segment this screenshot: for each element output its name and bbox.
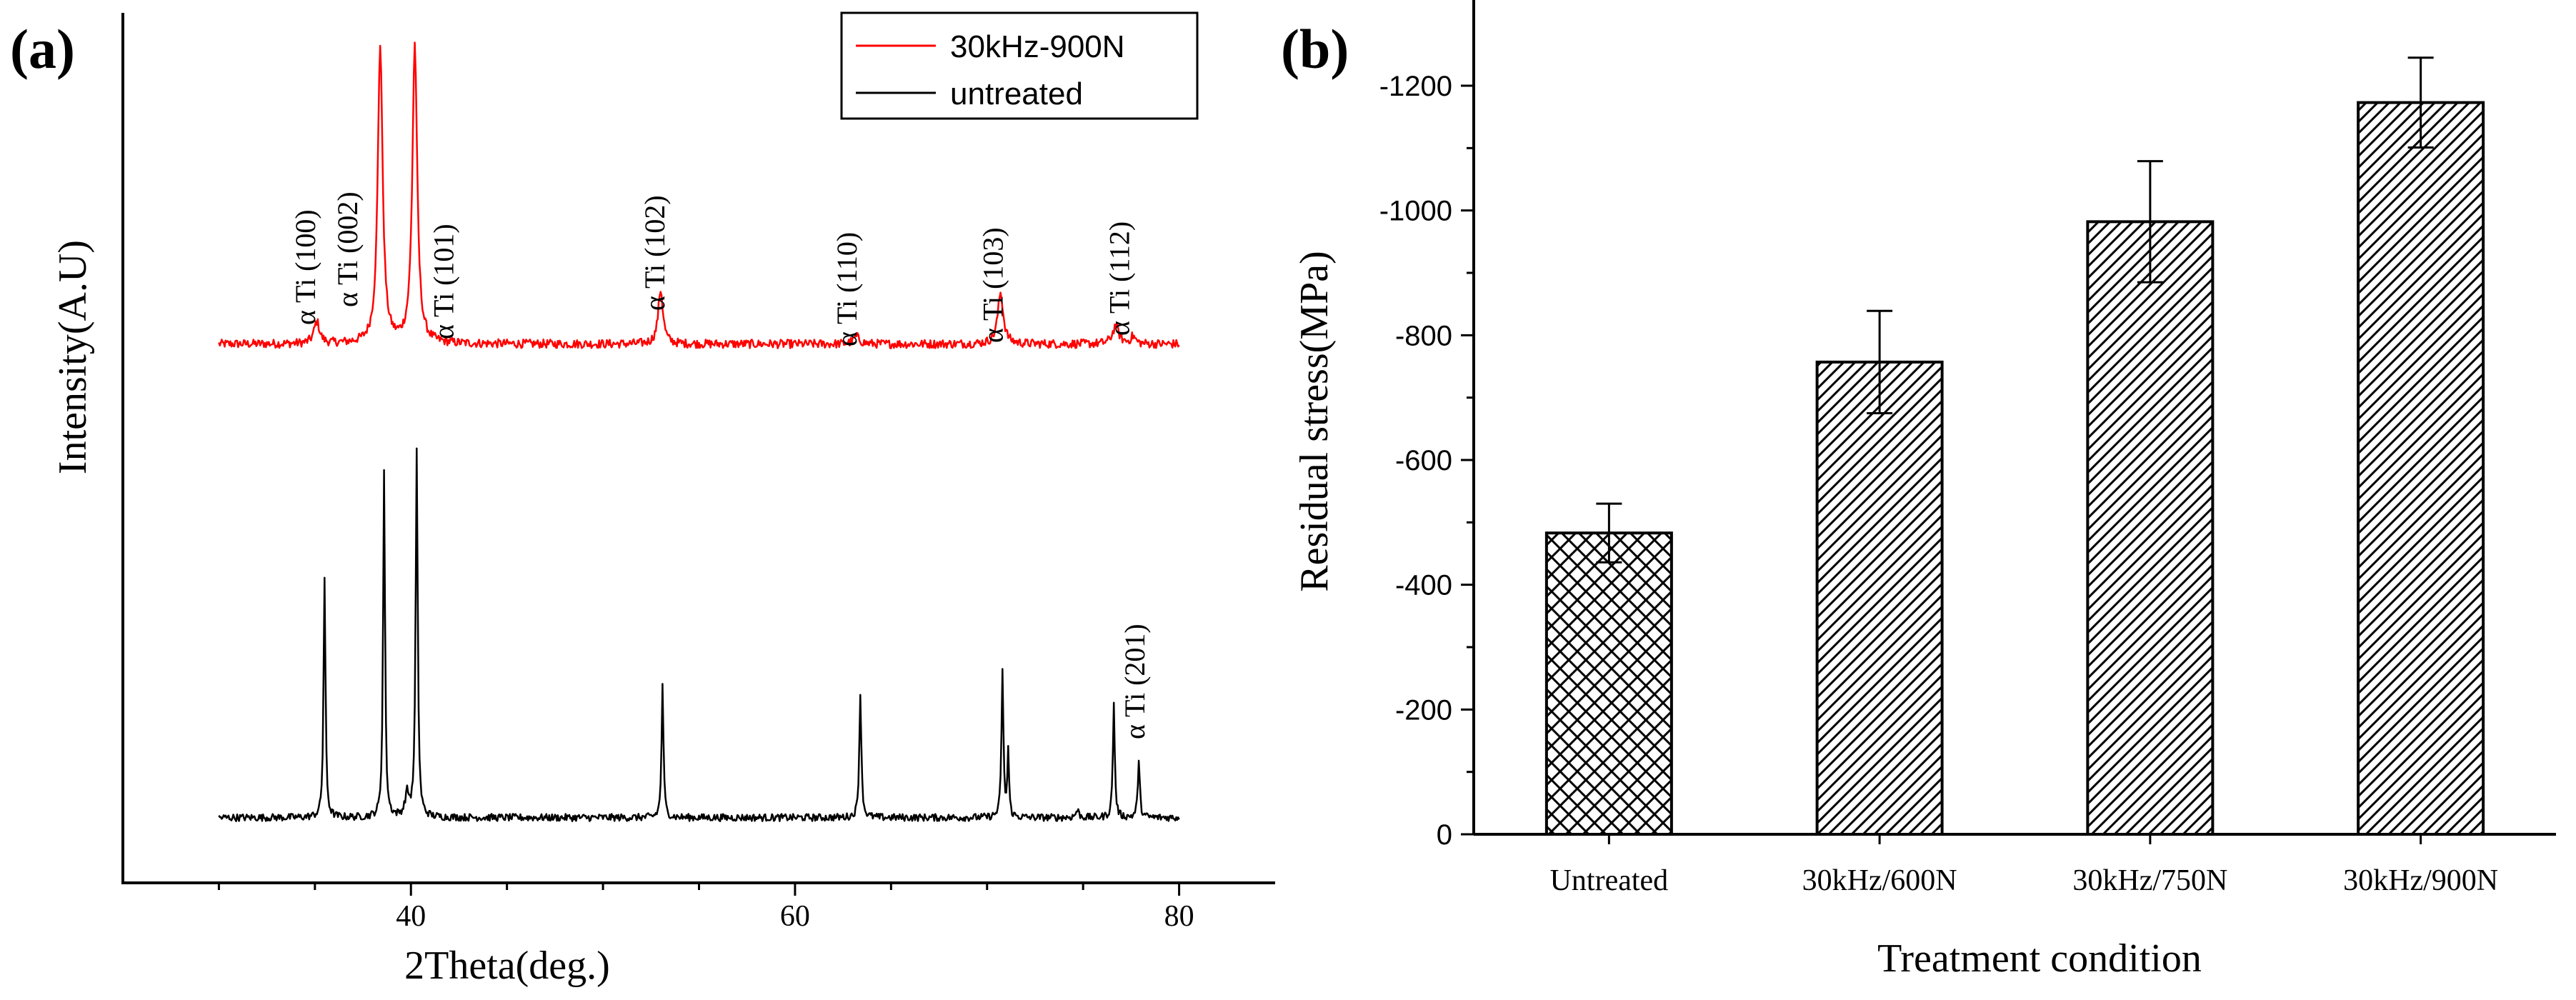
panel-b-y-tick-label: -600	[1395, 445, 1452, 476]
panel-b-y-tick-label: -1000	[1379, 196, 1452, 227]
panel-b-y-tick-label: -800	[1395, 320, 1452, 351]
panel-a-label: (a)	[10, 18, 75, 80]
series-line-treated	[218, 41, 1180, 349]
legend-label-untreated: untreated	[950, 76, 1083, 111]
bar-3	[2086, 220, 2215, 836]
panel-b-y-axis-title: Residual stress(MPa)	[1292, 251, 1337, 592]
panel-a-legend: 30kHz-900N untreated	[840, 11, 1199, 120]
panel-a-plot-area: 40 60 80 α Ti (100) α Ti (002) α Ti (101) α Ti…	[121, 13, 1275, 933]
panel-a: (a) Intensity(A.U) 2Theta(deg.) 40 60 80 α …	[10, 11, 1275, 988]
panel-a-x-axis-title: 2Theta(deg.)	[404, 944, 610, 988]
bar-2	[1815, 360, 1944, 836]
panel-b-y-tick-label: 0	[1437, 819, 1452, 851]
panel-b-category-label: 30kHz/900N	[2343, 864, 2498, 897]
panel-b-x-axis-title: Treatment condition	[1877, 936, 2202, 981]
panel-a-y-axis-title: Intensity(A.U)	[51, 240, 95, 474]
peak-annotation-label: α Ti (100)	[289, 209, 321, 325]
series-line-untreated	[218, 447, 1180, 822]
panel-b-label: (b)	[1281, 18, 1349, 80]
panel-b-category-label: Untreated	[1550, 864, 1669, 897]
panel-b-plot-area: 0 -200 -400 -600 -800 -1000 -1200 Untreated 30kH…	[1379, 0, 2556, 897]
panel-a-legend-box	[840, 11, 1199, 120]
panel-b-y-tick-label: -200	[1395, 694, 1452, 726]
peak-annotation-label: α Ti (101)	[427, 224, 459, 339]
panel-a-x-tick-label: 40	[396, 900, 426, 933]
panel-b-category-label: 30kHz/600N	[1802, 864, 1957, 897]
panel-b-y-tick-label: -1200	[1379, 71, 1452, 102]
peak-annotation-label: α Ti (102)	[639, 195, 671, 311]
panel-b: (b) Residual stress(MPa) Treatment condi…	[1281, 0, 2556, 981]
panel-a-x-tick-label: 80	[1164, 900, 1194, 933]
peak-annotation-label: α Ti (103)	[977, 227, 1009, 343]
bar-1	[1544, 531, 1673, 836]
panel-a-x-tick-label: 60	[780, 900, 810, 933]
legend-label-treated: 30kHz-900N	[950, 29, 1125, 64]
peak-annotation-label: α Ti (110)	[831, 232, 863, 346]
peak-annotation-label: α Ti (002)	[331, 191, 364, 307]
panel-b-category-label: 30kHz/750N	[2072, 864, 2227, 897]
peak-annotation-label: α Ti (112)	[1104, 221, 1136, 336]
peak-annotation-label: α Ti (201)	[1119, 624, 1151, 739]
panel-b-y-tick-label: -400	[1395, 570, 1452, 601]
bar-4	[2357, 101, 2485, 836]
